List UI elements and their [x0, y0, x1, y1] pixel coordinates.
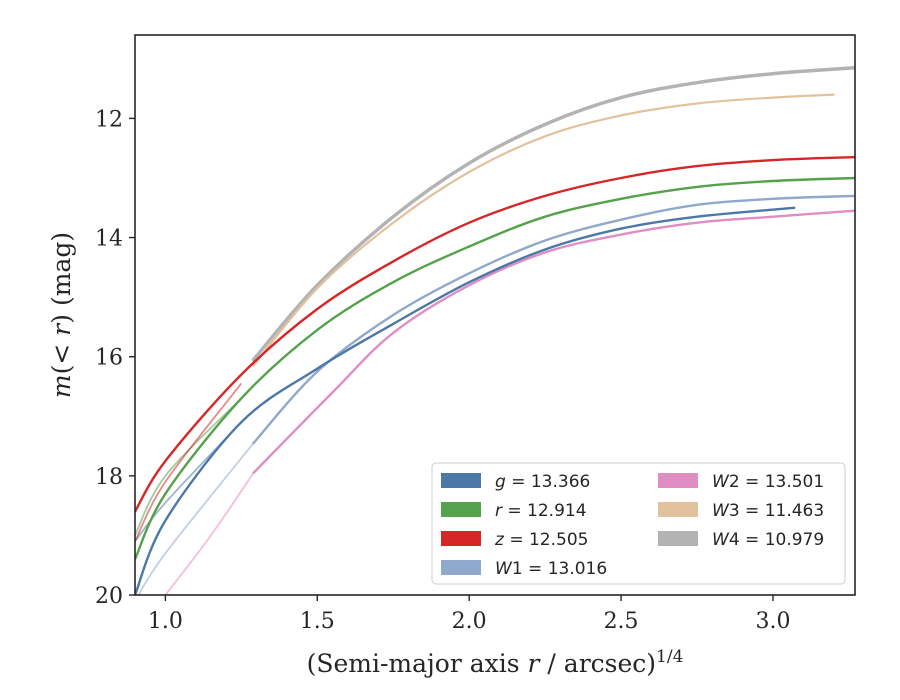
legend-label: W3 = 11.463	[712, 501, 824, 521]
series-2-extrapolation	[135, 397, 242, 536]
x-tick-label: 1.0	[148, 609, 183, 634]
y-tick-label: 16	[95, 346, 123, 371]
legend-swatch	[658, 531, 698, 546]
legend-swatch	[441, 531, 481, 546]
series-3-extrapolation	[135, 382, 243, 542]
y-tick-label: 14	[95, 227, 123, 252]
series-4-extrapolation	[137, 442, 255, 595]
x-axis-label: (Semi-major axis r / arcsec)1/4	[307, 647, 684, 678]
x-tick-label: 3.0	[755, 609, 790, 634]
legend-label: W4 = 10.979	[712, 530, 824, 550]
legend-label: W2 = 13.501	[712, 472, 824, 492]
legend-label: W1 = 13.016	[495, 559, 607, 579]
legend-swatch	[658, 473, 698, 488]
legend-label: z = 12.505	[494, 530, 588, 550]
legend-items: g = 13.366 r = 12.914 z = 12.505 W1 = 13.01…	[441, 472, 824, 579]
legend-swatch	[441, 502, 481, 517]
legend-swatch	[441, 473, 481, 488]
legend-swatch	[658, 502, 698, 517]
series-3-line	[135, 155, 855, 513]
y-tick-label: 20	[95, 584, 123, 609]
x-tick-label: 2.5	[604, 609, 639, 634]
series-5-extrapolation	[164, 472, 255, 595]
x-tick-label: 2.0	[452, 609, 487, 634]
series-7-line	[251, 66, 855, 362]
series-1-line	[135, 206, 796, 595]
series-6-line	[252, 93, 835, 367]
y-axis-label: m(< r) (mag)	[47, 232, 76, 398]
legend-frame	[431, 462, 846, 585]
x-axis-ticks: 1.0 1.5 2.0 2.5 3.0	[148, 595, 790, 634]
y-tick-label: 12	[95, 107, 123, 132]
legend-label: r = 12.914	[495, 501, 587, 521]
legend: g = 13.366 r = 12.914 z = 12.505 W1 = 13.01…	[431, 462, 846, 585]
legend-label: g = 13.366	[495, 472, 590, 492]
legend-swatch	[441, 560, 481, 575]
plot-frame	[134, 34, 856, 596]
y-axis-ticks: 12 14 16 18 20	[95, 107, 135, 609]
series-curves	[135, 66, 855, 595]
y-tick-label: 18	[95, 465, 123, 490]
series-2-line	[135, 176, 855, 561]
series-5-line	[252, 209, 855, 475]
x-tick-label: 1.5	[300, 609, 335, 634]
